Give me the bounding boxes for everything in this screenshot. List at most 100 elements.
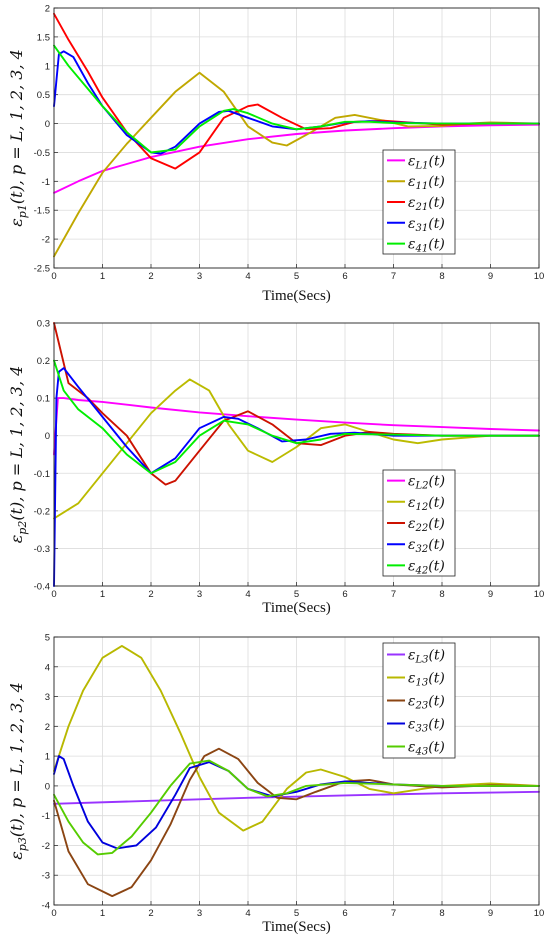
x-tick-label: 10: [534, 589, 545, 600]
legend-entry: εL2(t): [408, 474, 445, 492]
legend-entry: ε32(t): [408, 537, 445, 555]
legend: εL3(t) ε13(t) ε23(t) ε33(t) ε43(t): [382, 642, 456, 759]
x-tick-label: 9: [488, 589, 493, 600]
y-tick-label: -1: [42, 177, 50, 188]
y-tick-label: 0.1: [37, 394, 50, 405]
series-group: [53, 12, 540, 258]
x-tick-label: 5: [294, 589, 299, 600]
x-tick-label: 2: [148, 271, 153, 282]
y-tick-label: -1.5: [34, 206, 50, 217]
chart-panel-3: 0 1 2 3 4 5 6 7 8 9 10-4-3-2-1012345Time(Secs)εp3(…: [7, 633, 544, 936]
y-tick-label: 0: [45, 119, 50, 130]
series-line-2: [53, 378, 540, 520]
x-tick-label: 10: [534, 271, 545, 282]
x-tick-label: 6: [342, 271, 347, 282]
chart-panel-2: 0 1 2 3 4 5 6 7 8 9 10 -0.4 -0.3 -0.2 -0.1 0 0.1 0.2 0.3 Ti…: [7, 319, 544, 617]
y-axis-label: εp2(t), p = L, 1, 2, 3, 4: [7, 366, 29, 544]
series-line-3: [53, 322, 540, 486]
y-tick-label: 0.2: [37, 356, 50, 367]
x-tick-label: 10: [534, 908, 545, 919]
x-tick-label: 7: [391, 589, 396, 600]
series-group: [53, 644, 540, 898]
x-tick-label: 4: [245, 271, 250, 282]
legend-entry: ε21(t): [408, 195, 445, 213]
legend: εL2(t) ε12(t) ε22(t) ε32(t) ε42(t): [382, 469, 456, 576]
x-tick-label: 8: [439, 908, 444, 919]
x-axis-label: Time(Secs): [262, 288, 331, 304]
axes-frame: [53, 636, 540, 906]
y-tick-label: -0.3: [34, 544, 50, 555]
x-tick-label: 9: [488, 271, 493, 282]
x-tick-label: 2: [148, 908, 153, 919]
y-tick-label: -2: [42, 235, 50, 246]
x-tick-label: 2: [148, 589, 153, 600]
series-group: [53, 322, 540, 587]
series-line-5: [53, 44, 540, 154]
chart-panel-1: 0 1 2 3 4 5 6 7 8 9 10 -2.5 -2 -1.5 -1 -0.5 0 0.5 1 1.5 2 Tim…: [7, 4, 544, 305]
y-tick-label: 1.5: [37, 32, 50, 43]
legend-entry: ε31(t): [408, 216, 445, 234]
series-line-1: [53, 790, 540, 805]
y-tick-label: 0: [45, 781, 50, 792]
legend-entry: ε12(t): [408, 495, 445, 513]
x-grid: 0 1 2 3 4 5 6 7 8 9 10: [51, 8, 544, 282]
x-tick-label: 0: [51, 271, 56, 282]
x-tick-label: 1: [100, 589, 105, 600]
legend-entry: εL3(t): [408, 648, 445, 666]
legend-entry: ε42(t): [408, 558, 445, 576]
y-axis-label: εp3(t), p = L, 1, 2, 3, 4: [7, 682, 29, 860]
x-tick-label: 0: [51, 589, 56, 600]
x-tick-label: 4: [245, 908, 250, 919]
y-tick-label: 1: [45, 752, 50, 763]
x-tick-label: 3: [197, 589, 202, 600]
y-tick-label: 5: [45, 633, 50, 644]
x-tick-label: 3: [197, 271, 202, 282]
x-axis-label: Time(Secs): [262, 600, 331, 616]
y-tick-label: 4: [45, 662, 50, 673]
legend-entry: ε23(t): [408, 694, 445, 712]
x-tick-label: 8: [439, 271, 444, 282]
series-line-2: [53, 71, 540, 258]
x-tick-label: 5: [294, 908, 299, 919]
legend: εL1(t) ε11(t) ε21(t) ε31(t) ε41(t): [382, 149, 456, 255]
y-tick-label: -0.4: [34, 582, 50, 593]
y-tick-label: -4: [42, 901, 50, 912]
y-tick-label: 0: [45, 431, 50, 442]
legend-entry: εL1(t): [408, 153, 445, 171]
legend-entry: ε13(t): [408, 671, 445, 689]
series-line-3: [53, 747, 540, 898]
y-tick-label: 0.5: [37, 90, 50, 101]
x-tick-label: 7: [391, 271, 396, 282]
y-tick-label: -0.2: [34, 506, 50, 517]
axes-frame: [53, 322, 540, 587]
x-axis-label: Time(Secs): [262, 919, 331, 935]
y-tick-label: -2: [42, 841, 50, 852]
x-tick-label: 7: [391, 908, 396, 919]
series-line-5: [53, 759, 540, 856]
legend-entry: ε11(t): [408, 174, 445, 192]
x-tick-label: 5: [294, 271, 299, 282]
x-tick-label: 1: [100, 908, 105, 919]
x-tick-label: 0: [51, 908, 56, 919]
y-tick-label: 1: [45, 61, 50, 72]
y-tick-label: 2: [45, 722, 50, 733]
y-tick-label: -2.5: [34, 264, 50, 275]
x-tick-label: 6: [342, 589, 347, 600]
y-tick-label: 0.3: [37, 319, 50, 330]
x-tick-label: 1: [100, 271, 105, 282]
y-tick-label: -0.1: [34, 469, 50, 480]
y-axis-label: εp1(t), p = L, 1, 2, 3, 4: [7, 49, 29, 227]
y-tick-label: -1: [42, 811, 50, 822]
x-tick-label: 3: [197, 908, 202, 919]
legend-entry: ε41(t): [408, 237, 445, 255]
x-tick-label: 9: [488, 908, 493, 919]
series-line-2: [53, 644, 540, 832]
series-line-5: [53, 359, 540, 475]
legend-entry: ε33(t): [408, 717, 445, 735]
x-tick-label: 4: [245, 589, 250, 600]
y-tick-label: -3: [42, 871, 50, 882]
legend-entry: ε22(t): [408, 516, 445, 534]
axes-frame: [53, 7, 540, 269]
y-tick-label: 2: [45, 4, 50, 15]
